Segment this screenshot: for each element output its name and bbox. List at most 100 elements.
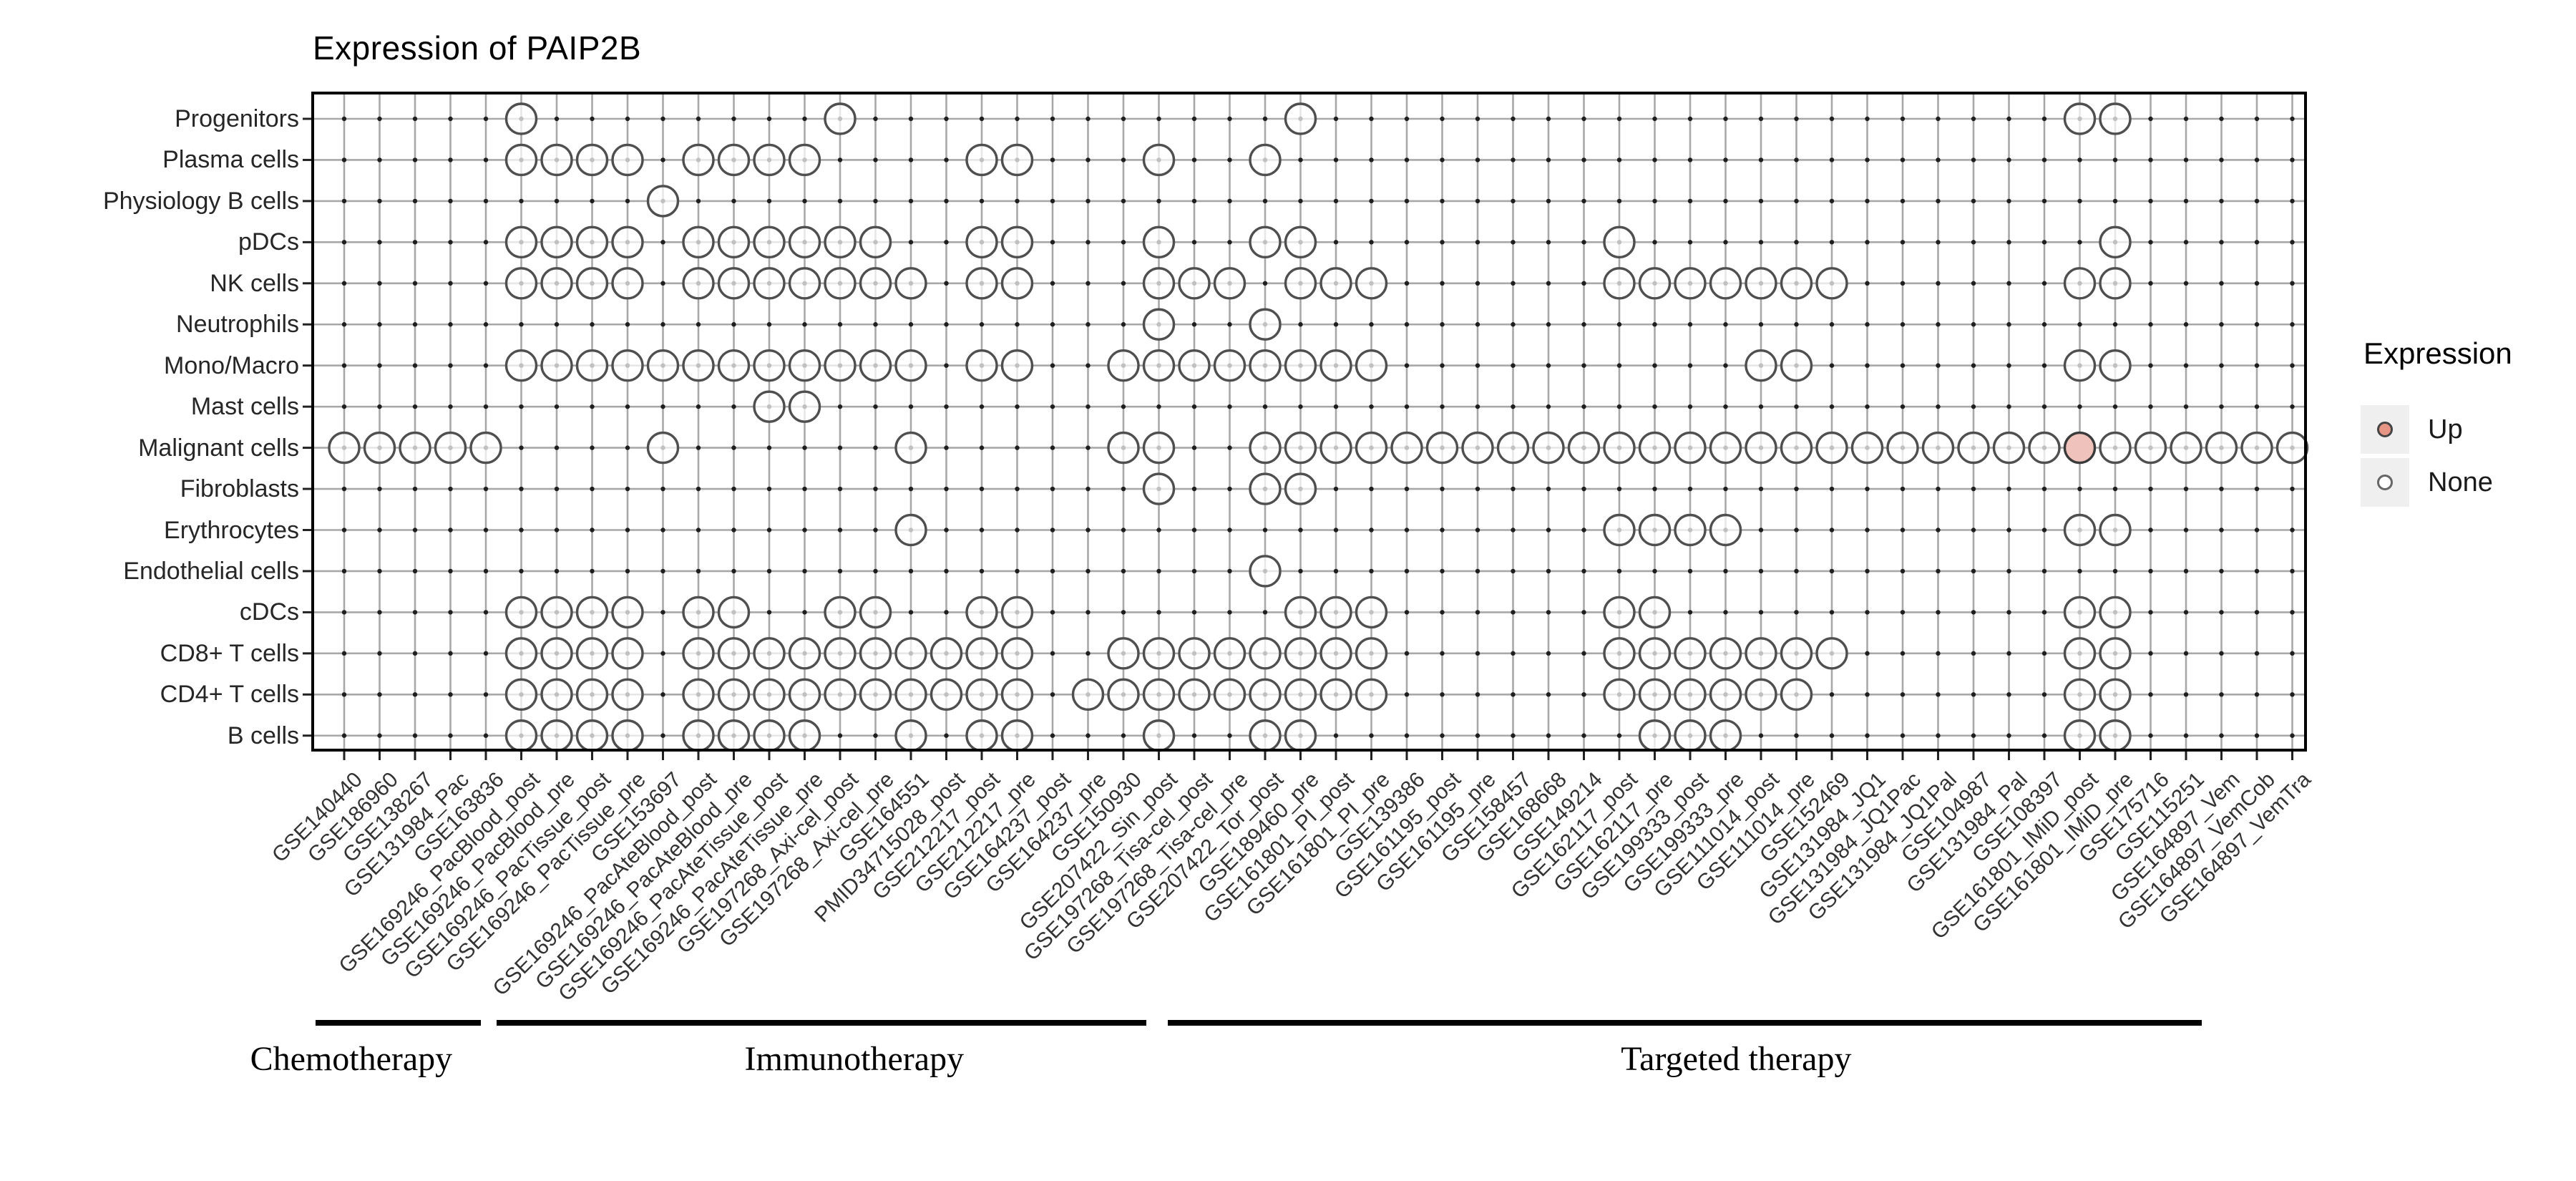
- grid-point: [1900, 322, 1906, 327]
- grid-point: [554, 568, 560, 574]
- grid-point: [2183, 404, 2189, 409]
- grid-point: [1085, 157, 1091, 162]
- expression-dot-none: [1071, 678, 1105, 711]
- y-label-plasma-cells: Plasma cells: [162, 146, 299, 174]
- grid-point: [1971, 363, 1976, 368]
- expression-dot-none: [788, 678, 821, 711]
- y-label-mast-cells: Mast cells: [190, 393, 299, 421]
- grid-point: [1687, 240, 1693, 245]
- grid-point: [1227, 528, 1232, 533]
- grid-point: [2041, 651, 2047, 656]
- expression-dot-none: [930, 678, 963, 711]
- expression-dot-none: [2063, 349, 2097, 382]
- grid-point: [1511, 692, 1516, 697]
- grid-point: [2183, 240, 2189, 245]
- grid-point: [2183, 528, 2189, 533]
- grid-point: [519, 322, 524, 327]
- grid-point: [979, 322, 985, 327]
- expression-dot-none: [2099, 596, 2132, 629]
- grid-point: [412, 568, 418, 574]
- grid-point: [2006, 363, 2011, 368]
- grid-point: [590, 528, 595, 533]
- grid-point: [1546, 733, 1551, 738]
- expression-dot-none: [894, 267, 927, 300]
- grid-point: [1936, 692, 1941, 697]
- grid-point: [944, 281, 949, 286]
- grid-point: [1227, 116, 1232, 122]
- grid-point: [1298, 528, 1303, 533]
- grid-point: [696, 486, 701, 492]
- grid-point: [2183, 733, 2189, 738]
- grid-point: [1369, 568, 1374, 574]
- expression-dot-none: [1284, 225, 1317, 259]
- grid-point: [1794, 240, 1799, 245]
- expression-dot-none: [1603, 637, 1636, 670]
- expression-dot-none: [1000, 637, 1034, 670]
- grid-point: [554, 445, 560, 450]
- expression-dot-none: [611, 267, 644, 300]
- legend-label-none: None: [2428, 467, 2493, 497]
- expression-dot-none: [1815, 267, 1848, 300]
- expression-dot-none: [753, 390, 786, 423]
- group-line-immunotherapy: [496, 1020, 1147, 1026]
- expression-dot-none: [788, 719, 821, 752]
- expression-dot-none: [824, 678, 857, 711]
- grid-point: [1511, 157, 1516, 162]
- grid-point: [519, 198, 524, 204]
- grid-point: [2254, 568, 2260, 574]
- expression-dot-none: [1603, 513, 1636, 547]
- expression-dot-none: [1142, 225, 1176, 259]
- grid-point: [1121, 568, 1126, 574]
- grid-point: [1794, 198, 1799, 204]
- grid-point: [660, 281, 665, 286]
- grid-point: [1085, 568, 1091, 574]
- expression-dot-none: [1107, 349, 1140, 382]
- grid-point: [660, 404, 665, 409]
- grid-point: [1085, 281, 1091, 286]
- expression-dot-none: [1850, 431, 1884, 465]
- grid-point: [1794, 116, 1799, 122]
- grid-point: [2290, 240, 2295, 245]
- grid-point: [873, 733, 878, 738]
- grid-point: [1865, 322, 1870, 327]
- grid-point: [1227, 322, 1232, 327]
- grid-point: [1829, 568, 1835, 574]
- grid-point: [1723, 116, 1728, 122]
- expression-dot-none: [1780, 431, 1813, 465]
- grid-point: [1475, 322, 1480, 327]
- grid-point: [731, 568, 736, 574]
- grid-point: [1404, 198, 1410, 204]
- grid-point: [1794, 568, 1799, 574]
- up-dot-icon: [2377, 422, 2393, 437]
- expression-dot-none: [894, 678, 927, 711]
- grid-point: [1794, 157, 1799, 162]
- grid-point: [554, 198, 560, 204]
- grid-point: [519, 445, 524, 450]
- grid-point: [1652, 404, 1657, 409]
- expression-dot-none: [859, 349, 892, 382]
- expression-dot-none: [1709, 719, 1742, 752]
- grid-point: [1227, 198, 1232, 204]
- grid-point: [944, 568, 949, 574]
- grid-point: [1404, 733, 1410, 738]
- expression-dot-none: [1319, 678, 1352, 711]
- expression-dot-none: [1284, 719, 1317, 752]
- grid-point: [1191, 198, 1197, 204]
- expression-dot-none: [1603, 431, 1636, 465]
- grid-point: [1971, 240, 1976, 245]
- grid-point: [979, 116, 985, 122]
- grid-point: [1475, 363, 1480, 368]
- expression-dot-none: [824, 349, 857, 382]
- expression-dot-none: [753, 225, 786, 259]
- grid-point: [837, 568, 843, 574]
- grid-point: [1511, 486, 1516, 492]
- grid-point: [1440, 610, 1445, 615]
- grid-point: [944, 733, 949, 738]
- grid-point: [2006, 610, 2011, 615]
- grid-point: [341, 281, 347, 286]
- grid-point: [908, 404, 914, 409]
- grid-point: [1298, 404, 1303, 409]
- grid-point: [1687, 116, 1693, 122]
- grid-point: [1440, 692, 1445, 697]
- expression-dot-none: [788, 143, 821, 177]
